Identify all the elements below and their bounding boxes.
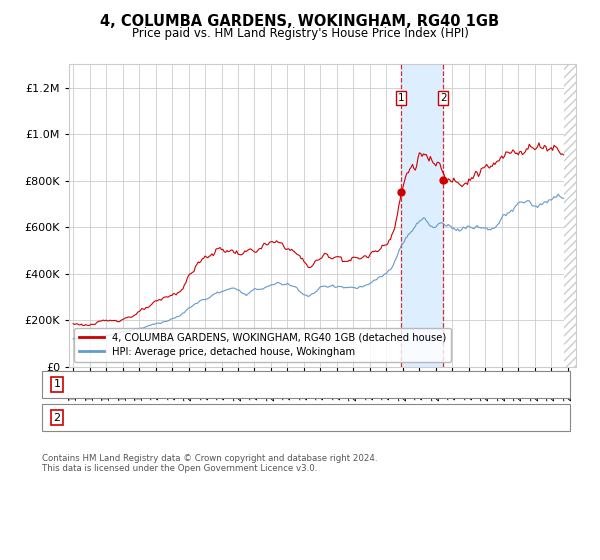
Text: 47% ↑ HPI: 47% ↑ HPI: [384, 379, 439, 389]
Text: Price paid vs. HM Land Registry's House Price Index (HPI): Price paid vs. HM Land Registry's House …: [131, 27, 469, 40]
Text: 2: 2: [440, 93, 446, 103]
Text: £750,000: £750,000: [252, 379, 301, 389]
Bar: [401, 64, 443, 367]
Text: Contains HM Land Registry data © Crown copyright and database right 2024.
This d: Contains HM Land Registry data © Crown c…: [42, 454, 377, 473]
Text: 2: 2: [53, 413, 61, 423]
Text: £805,000: £805,000: [252, 413, 301, 423]
Text: 09-JUN-2017: 09-JUN-2017: [93, 413, 159, 423]
Text: 1: 1: [53, 379, 61, 389]
Text: 32% ↑ HPI: 32% ↑ HPI: [384, 413, 439, 423]
Text: 1: 1: [398, 93, 404, 103]
Legend: 4, COLUMBA GARDENS, WOKINGHAM, RG40 1GB (detached house), HPI: Average price, de: 4, COLUMBA GARDENS, WOKINGHAM, RG40 1GB …: [74, 328, 451, 362]
Text: 27-NOV-2014: 27-NOV-2014: [93, 379, 163, 389]
Bar: [563, 64, 580, 367]
Text: 4, COLUMBA GARDENS, WOKINGHAM, RG40 1GB: 4, COLUMBA GARDENS, WOKINGHAM, RG40 1GB: [100, 14, 500, 29]
